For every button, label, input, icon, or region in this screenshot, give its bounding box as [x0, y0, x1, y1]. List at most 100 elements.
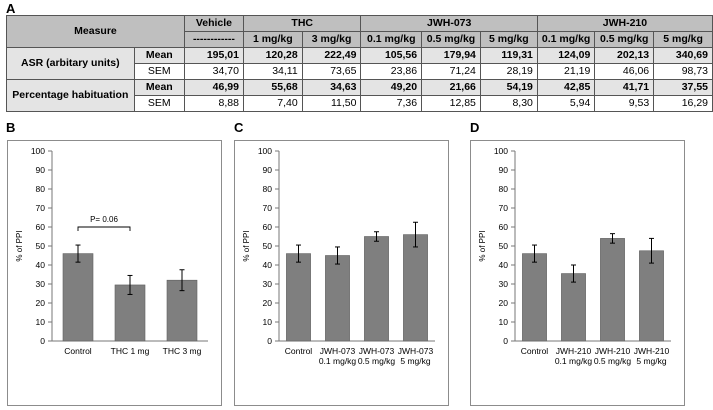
- dose-header: 5 mg/kg: [479, 31, 538, 48]
- x-tick-label: JWH-073: [320, 346, 356, 356]
- bar: [600, 238, 625, 342]
- dose-header: 1 mg/kg: [242, 31, 303, 48]
- row-stat-label: Mean: [133, 47, 185, 64]
- table-row: Percentage habituation Mean 46,99 55,68 …: [6, 79, 713, 112]
- y-tick-label: 60: [263, 222, 273, 232]
- y-tick-label: 70: [263, 203, 273, 213]
- dose-header: 0.1 mg/kg: [360, 31, 423, 48]
- chart-c-svg: 0 10 20 30 40 50 60 70 80 90 100 % of PPI Control JWH…: [242, 146, 435, 366]
- bar: [62, 253, 94, 342]
- bar: [325, 255, 350, 342]
- row-measure-label: ASR (arbitary units): [6, 47, 135, 80]
- dose-header: 0.1 mg/kg: [536, 31, 596, 48]
- y-tick-label: 20: [499, 298, 509, 308]
- y-tick-label: 40: [263, 260, 273, 270]
- table-cell: 42,85: [536, 79, 596, 96]
- table-cell: 49,20: [360, 79, 423, 96]
- y-tick-label: 100: [494, 146, 508, 156]
- table-cell: 34,11: [242, 63, 303, 80]
- dose-header: 5 mg/kg: [653, 31, 713, 48]
- table-cell: 11,50: [301, 95, 362, 112]
- y-tick-label: 50: [499, 241, 509, 251]
- table-cell: 119,31: [479, 47, 538, 64]
- table-row: SEM 8,88 7,40 11,50 7,36 12,85 8,30 5,94…: [7, 95, 713, 112]
- x-tick-label: JWH-073: [398, 346, 434, 356]
- bar: [364, 236, 389, 342]
- group-header-vehicle: Vehicle: [183, 15, 244, 32]
- chart-panel-b: 0 10 20 30 40 50 60 70 80 90 100 % of PPI Control THC…: [7, 140, 222, 406]
- x-tick-label: 5 mg/kg: [400, 356, 431, 366]
- table-cell: 7,40: [242, 95, 303, 112]
- table-cell: 46,06: [594, 63, 655, 80]
- x-tick-label: JWH-210: [556, 346, 592, 356]
- bar: [403, 234, 428, 342]
- x-tick-label: 0.1 mg/kg: [555, 356, 593, 366]
- table-cell: 98,73: [653, 63, 713, 80]
- table-cell: 23,86: [360, 63, 423, 80]
- table-cell: 7,36: [360, 95, 423, 112]
- table-cell: 12,85: [421, 95, 481, 112]
- dose-header: 3 mg/kg: [301, 31, 362, 48]
- bar: [561, 273, 586, 342]
- row-measure-label: Percentage habituation: [6, 79, 135, 112]
- x-tick-label: THC 3 mg: [163, 346, 202, 356]
- table-cell: 9,53: [594, 95, 655, 112]
- y-tick-label: 80: [499, 184, 509, 194]
- y-tick-label: 40: [36, 260, 46, 270]
- dose-header: 0.5 mg/kg: [421, 31, 481, 48]
- y-tick-label: 90: [36, 165, 46, 175]
- y-tick-label: 30: [263, 279, 273, 289]
- table-cell: 37,55: [653, 79, 713, 96]
- table-header-row-doses: ------------ 1 mg/kg 3 mg/kg 0.1 mg/kg 0…: [7, 31, 713, 48]
- dose-header: ------------: [183, 31, 244, 48]
- group-header-thc: THC: [242, 15, 362, 32]
- bar: [286, 253, 311, 342]
- x-tick-label: JWH-073: [359, 346, 395, 356]
- table-cell: 71,24: [421, 63, 481, 80]
- table-cell: 222,49: [301, 47, 362, 64]
- y-tick-label: 30: [499, 279, 509, 289]
- table-cell: 16,29: [653, 95, 713, 112]
- x-tick-label: JWH-210: [595, 346, 631, 356]
- table-cell: 34,63: [301, 79, 362, 96]
- chart-panel-d: 0 10 20 30 40 50 60 70 80 90 100 % of PPI Control JWH…: [470, 140, 685, 406]
- table-row: SEM 34,70 34,11 73,65 23,86 71,24 28,19 …: [7, 63, 713, 80]
- y-tick-label: 60: [36, 222, 46, 232]
- y-tick-label: 40: [499, 260, 509, 270]
- y-axis-label: % of PPI: [242, 230, 251, 261]
- table-cell: 54,19: [479, 79, 538, 96]
- table-cell: 5,94: [536, 95, 596, 112]
- table-cell: 28,19: [479, 63, 538, 80]
- table-cell: 41,71: [594, 79, 655, 96]
- x-tick-label: Control: [521, 346, 549, 356]
- table-cell: 21,19: [536, 63, 596, 80]
- y-tick-label: 10: [36, 317, 46, 327]
- bar: [639, 250, 664, 342]
- y-tick-label: 20: [36, 298, 46, 308]
- panel-label-d: D: [470, 120, 480, 135]
- table-cell: 8,88: [183, 95, 244, 112]
- chart-panel-c: 0 10 20 30 40 50 60 70 80 90 100 % of PPI Control JWH…: [234, 140, 449, 406]
- table-cell: 21,66: [421, 79, 481, 96]
- group-header-jwh210: JWH-210: [536, 15, 713, 32]
- dose-header: 0.5 mg/kg: [594, 31, 655, 48]
- panel-label-c: C: [234, 120, 244, 135]
- y-tick-label: 50: [36, 241, 46, 251]
- y-tick-label: 30: [36, 279, 46, 289]
- row-stat-label: Mean: [133, 79, 185, 96]
- y-tick-label: 60: [499, 222, 509, 232]
- x-tick-label: Control: [64, 346, 92, 356]
- table-cell: 46,99: [183, 79, 244, 96]
- table-row: ASR (arbitary units) Mean 195,01 120,28 …: [6, 47, 713, 80]
- y-tick-label: 100: [31, 146, 45, 156]
- x-tick-label: THC 1 mg: [111, 346, 150, 356]
- y-tick-label: 90: [499, 165, 509, 175]
- y-tick-label: 50: [263, 241, 273, 251]
- chart-d-svg: 0 10 20 30 40 50 60 70 80 90 100 % of PPI Control JWH…: [478, 146, 671, 366]
- row-stat-label: SEM: [133, 95, 185, 112]
- table-cell: 55,68: [242, 79, 303, 96]
- y-tick-label: 0: [267, 336, 272, 346]
- y-tick-label: 80: [36, 184, 46, 194]
- row-stat-label: SEM: [133, 63, 185, 80]
- x-tick-label: 5 mg/kg: [636, 356, 667, 366]
